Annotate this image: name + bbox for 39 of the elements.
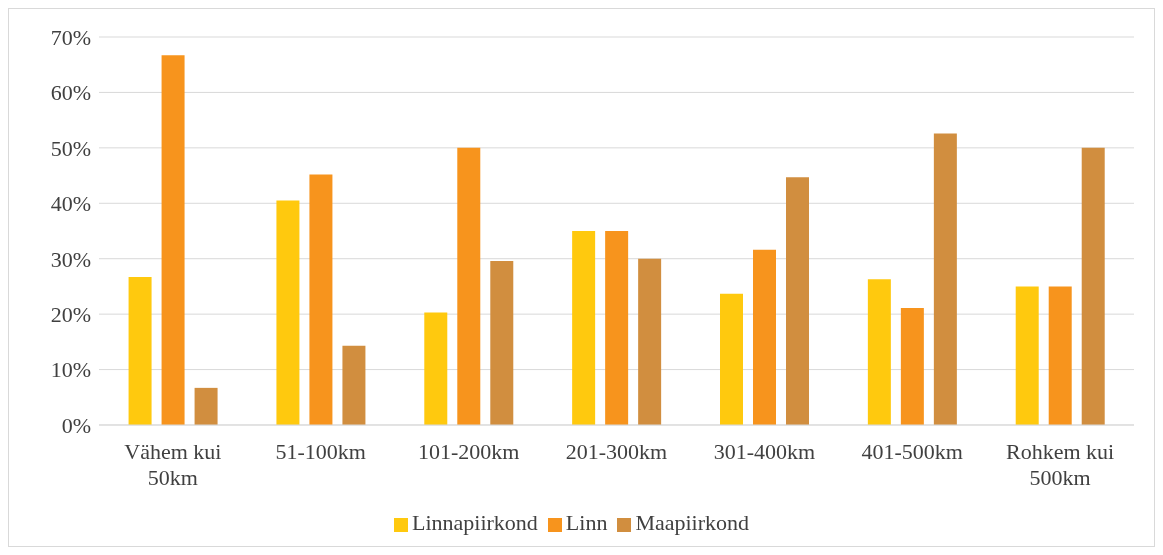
x-tick-label: 401-500km xyxy=(861,439,963,464)
bar xyxy=(933,133,957,425)
bar xyxy=(786,177,809,425)
bar xyxy=(194,387,218,425)
y-tick-label: 30% xyxy=(50,246,91,272)
bar xyxy=(572,231,596,425)
y-tick-label: 70% xyxy=(50,24,91,50)
y-tick-label: 50% xyxy=(50,135,91,161)
bar xyxy=(1015,286,1039,425)
x-tick-label: 301-400km xyxy=(713,439,816,464)
x-tick-label: 201-300km xyxy=(565,439,668,464)
x-tick-label: Vähem kui 50km xyxy=(124,439,222,490)
x-tick-label: 51-100km xyxy=(275,439,367,464)
bar xyxy=(424,312,448,425)
bar xyxy=(309,174,333,425)
bar xyxy=(1048,286,1072,425)
bar xyxy=(900,308,924,425)
bar xyxy=(638,258,662,425)
legend-label: Maapiirkond xyxy=(635,510,750,535)
y-tick-label: 0% xyxy=(61,412,91,438)
bar xyxy=(490,260,514,425)
bar xyxy=(1081,147,1105,425)
bar xyxy=(128,277,152,425)
bar xyxy=(867,279,891,425)
y-tick-label: 10% xyxy=(50,357,91,383)
bar xyxy=(276,200,300,425)
bar xyxy=(605,231,629,425)
bar xyxy=(457,147,481,425)
y-tick-label: 20% xyxy=(50,301,91,327)
bar xyxy=(753,249,776,425)
x-tick-label: 101-200km xyxy=(417,439,520,464)
legend-label: Linnapiirkond xyxy=(411,510,538,535)
y-tick-label: 40% xyxy=(50,191,91,217)
bar xyxy=(342,345,366,425)
x-tick-label: Rohkem kui 500km xyxy=(1005,439,1115,490)
y-tick-label: 60% xyxy=(50,80,91,106)
bar xyxy=(161,55,185,425)
bar xyxy=(720,293,743,425)
legend-label: Linn xyxy=(565,510,608,535)
